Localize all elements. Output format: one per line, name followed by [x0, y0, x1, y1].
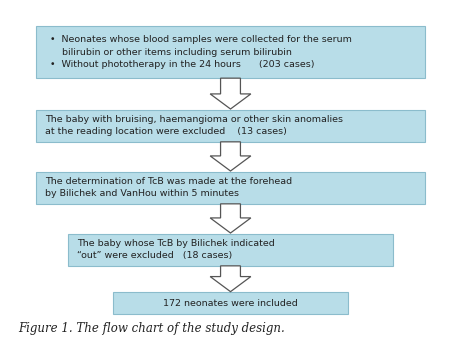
- Polygon shape: [210, 142, 251, 171]
- FancyBboxPatch shape: [113, 292, 348, 314]
- Text: The baby whose TcB by Bilichek indicated
“out” were excluded   (18 cases): The baby whose TcB by Bilichek indicated…: [77, 239, 275, 260]
- FancyBboxPatch shape: [36, 26, 425, 78]
- Text: 172 neonates were included: 172 neonates were included: [163, 299, 298, 308]
- Polygon shape: [210, 78, 251, 109]
- Text: •  Neonates whose blood samples were collected for the serum
    bilirubin or ot: • Neonates whose blood samples were coll…: [50, 35, 352, 69]
- Text: The determination of TcB was made at the forehead
by Bilichek and VanHou within : The determination of TcB was made at the…: [45, 177, 292, 198]
- Text: Figure 1. The flow chart of the study design.: Figure 1. The flow chart of the study de…: [18, 322, 285, 335]
- FancyBboxPatch shape: [36, 172, 425, 204]
- Polygon shape: [210, 266, 251, 292]
- Text: The baby with bruising, haemangioma or other skin anomalies
at the reading locat: The baby with bruising, haemangioma or o…: [45, 115, 343, 136]
- Polygon shape: [210, 204, 251, 233]
- FancyBboxPatch shape: [68, 234, 393, 266]
- FancyBboxPatch shape: [36, 110, 425, 142]
